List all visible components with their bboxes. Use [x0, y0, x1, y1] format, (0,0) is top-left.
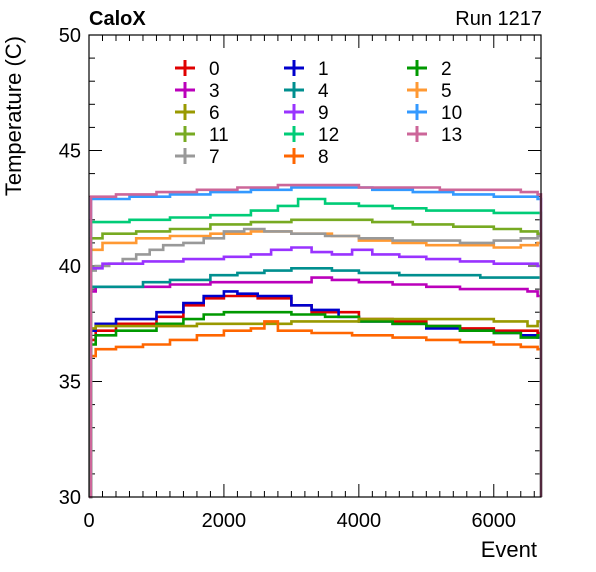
legend-label: 12	[318, 125, 339, 146]
legend-item-4: 4	[284, 81, 329, 102]
legend-label: 11	[209, 125, 229, 146]
y-tick-label: 40	[59, 256, 81, 278]
x-tick-label: 2000	[202, 510, 247, 532]
legend-item-5: 5	[407, 81, 452, 102]
x-tick-label: 4000	[337, 510, 382, 532]
series-line-9	[89, 248, 541, 498]
legend-item-2: 2	[407, 59, 452, 80]
plot-frame	[89, 35, 541, 497]
x-axis-title: Event	[481, 537, 537, 562]
legend-label: 10	[441, 103, 462, 124]
legend-item-8: 8	[284, 147, 329, 168]
series-line-5	[89, 231, 541, 497]
legend-item-10: 10	[407, 103, 462, 124]
y-tick-label: 45	[59, 141, 81, 163]
y-tick-label: 35	[59, 372, 81, 394]
legend-item-0: 0	[175, 59, 220, 80]
legend-item-11: 11	[175, 125, 229, 146]
legend-label: 9	[318, 103, 329, 124]
legend-label: 13	[441, 125, 462, 146]
legend-label: 3	[209, 81, 220, 102]
y-tick-label: 50	[59, 25, 81, 47]
legend-item-3: 3	[175, 81, 220, 102]
legend-item-7: 7	[175, 147, 220, 168]
legend-label: 6	[209, 103, 220, 124]
header-right-label: Run 1217	[455, 8, 542, 30]
series-layer	[89, 185, 541, 497]
x-tick-label: 6000	[472, 510, 517, 532]
y-tick-label: 30	[59, 487, 81, 509]
header-left-label: CaloX	[89, 8, 146, 30]
legend-item-13: 13	[407, 125, 462, 146]
legend-label: 5	[441, 81, 452, 102]
legend-label: 1	[318, 59, 329, 80]
series-line-4	[89, 268, 541, 497]
legend-label: 0	[209, 59, 220, 80]
y-axis-title: Temperature (C)	[1, 36, 26, 196]
legend-item-6: 6	[175, 103, 220, 124]
legend-label: 2	[441, 59, 452, 80]
series-line-8	[89, 321, 541, 497]
series-line-2	[89, 312, 541, 497]
legend-item-9: 9	[284, 103, 329, 124]
legend-label: 8	[318, 147, 329, 168]
legend-label: 7	[209, 147, 220, 168]
legend-item-12: 12	[284, 125, 339, 146]
x-tick-label: 0	[83, 510, 94, 532]
legend-label: 4	[318, 81, 329, 102]
legend-item-1: 1	[284, 59, 329, 80]
